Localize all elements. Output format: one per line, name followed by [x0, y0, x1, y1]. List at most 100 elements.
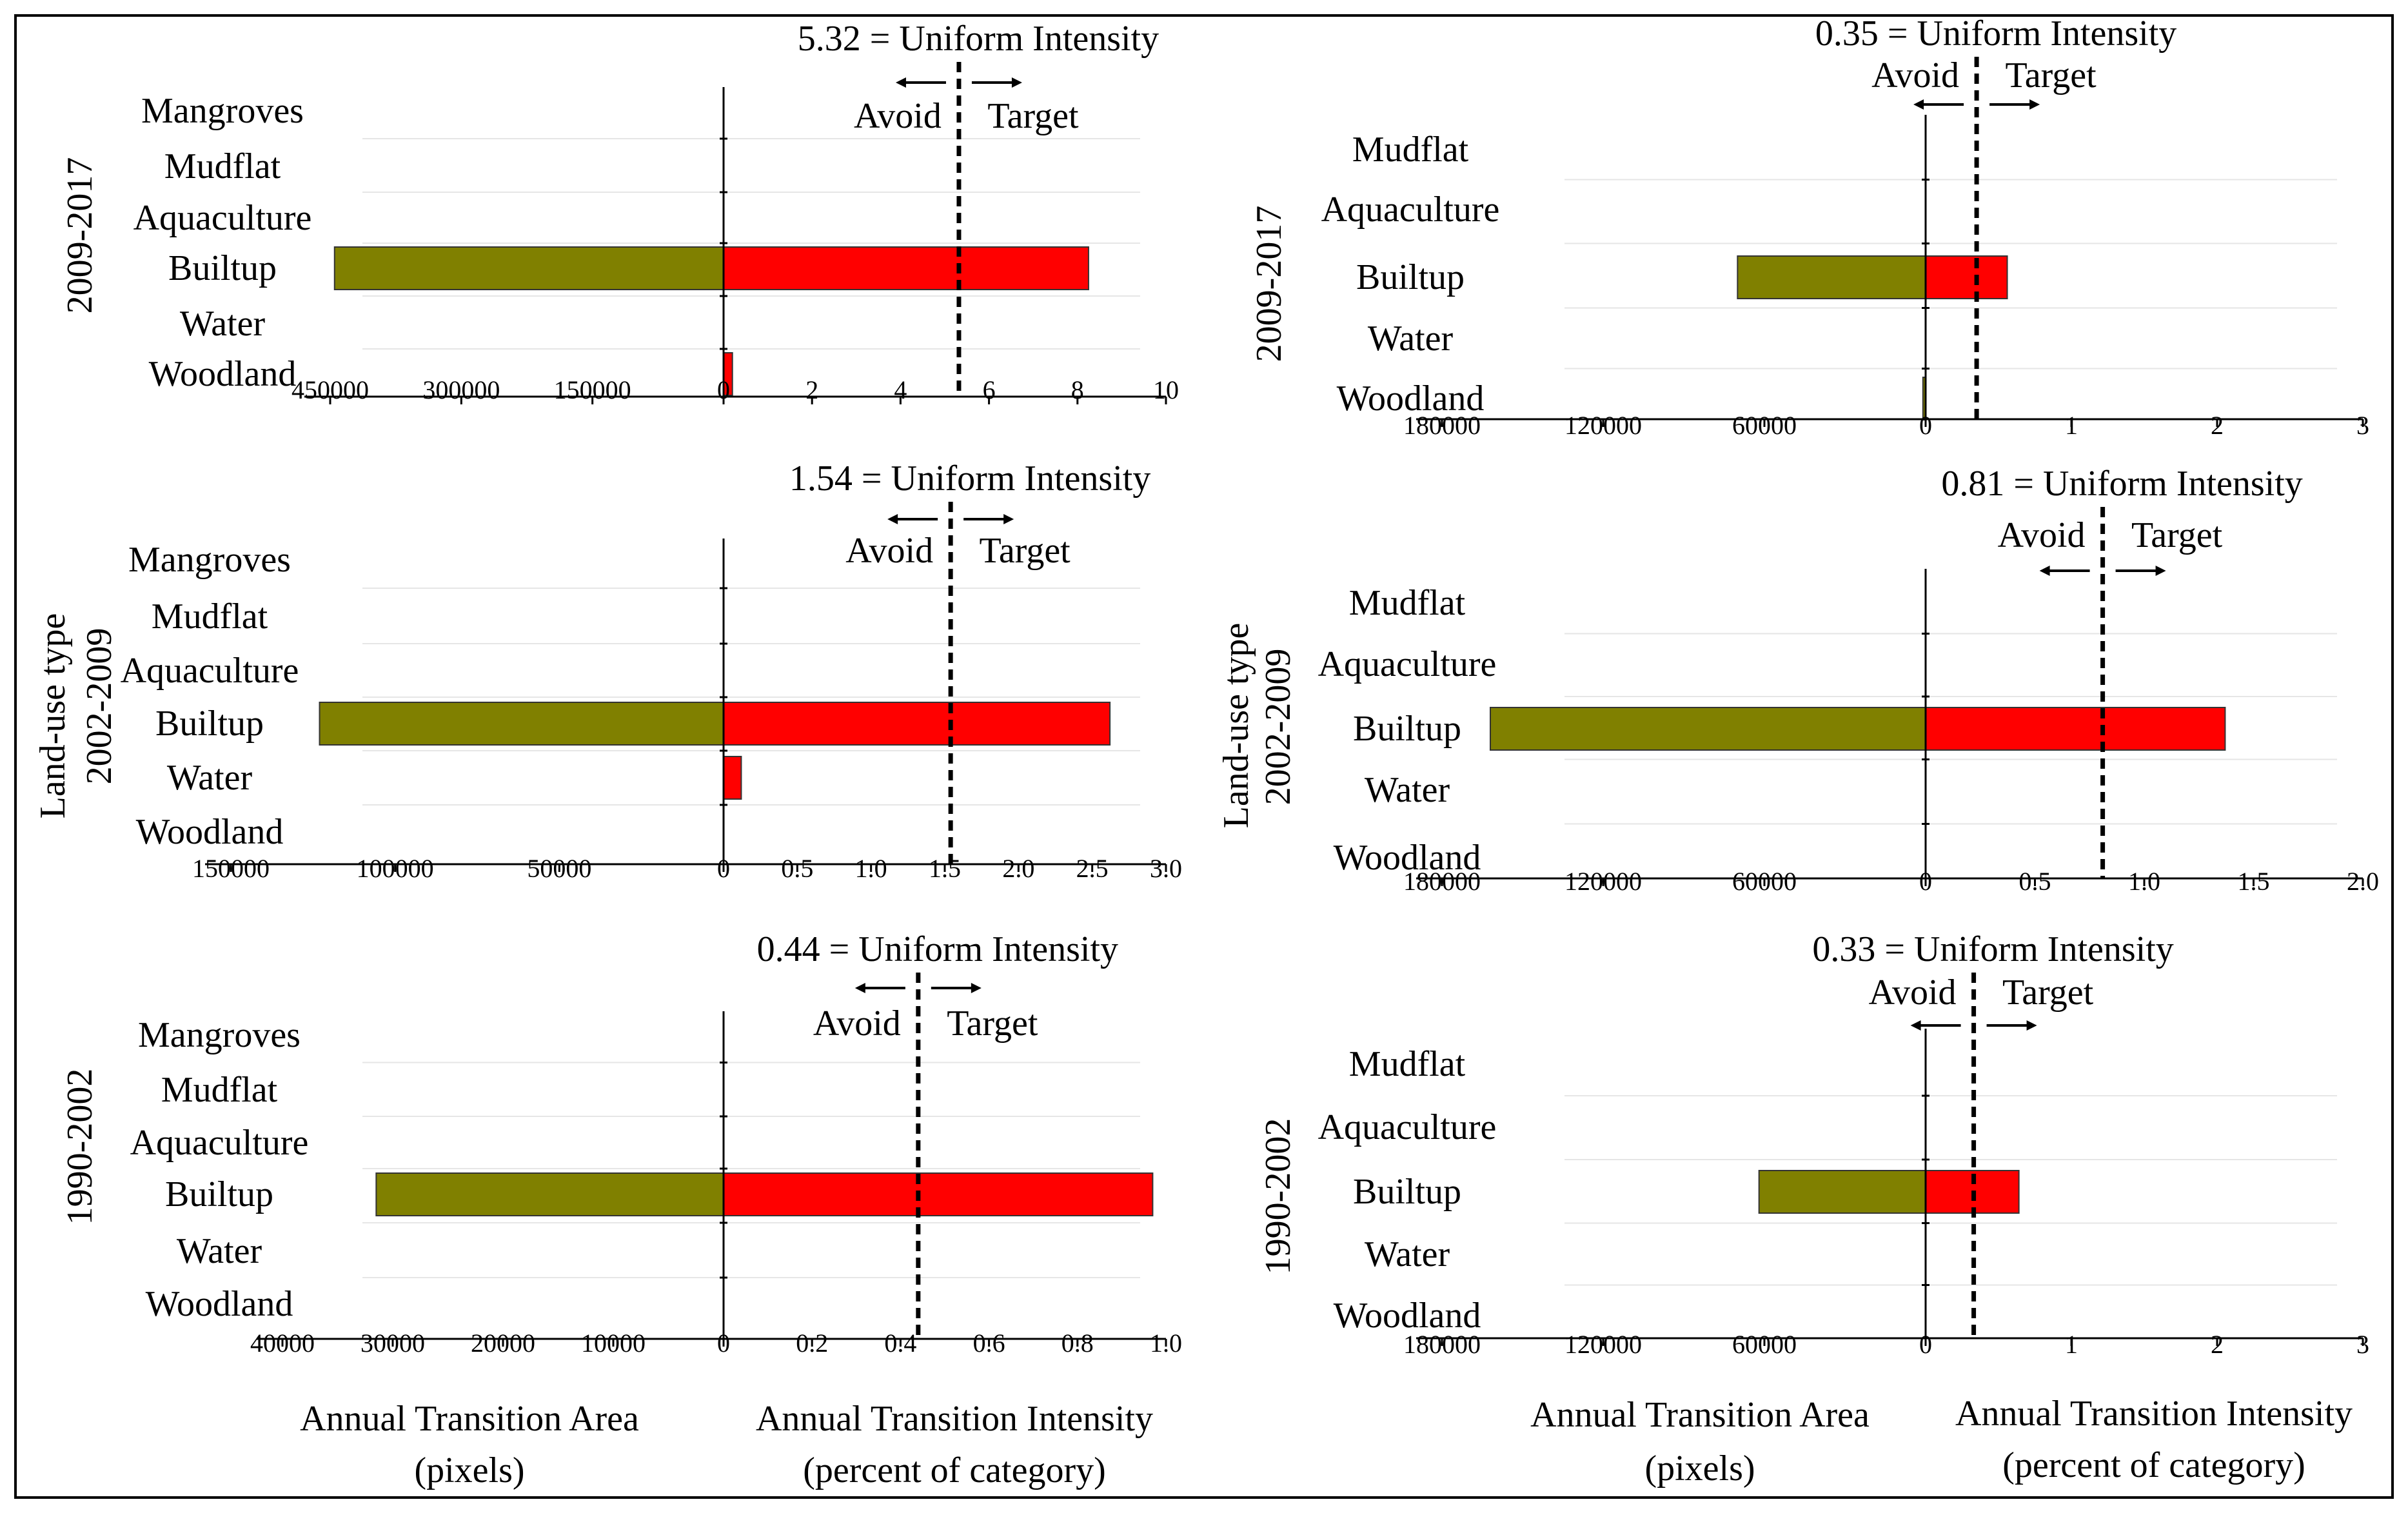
left-footer-area-line2: (pixels) [414, 1450, 524, 1490]
category-label: Mangroves [128, 540, 291, 580]
intensity-bar [723, 246, 1089, 290]
category-label: Builtup [1353, 709, 1461, 749]
category-label: Water [1365, 770, 1450, 810]
left-footer-intensity-line2: (percent of category) [803, 1450, 1106, 1490]
category-label: Builtup [165, 1174, 273, 1214]
area-tick-label: 20000 [471, 1329, 535, 1358]
uniform-intensity-title: 5.32 = Uniform Intensity [798, 19, 1159, 59]
period-label: 2009-2017 [60, 157, 100, 314]
intensity-tick-label: 3 [2356, 1330, 2369, 1359]
category-label: Woodland [1334, 1296, 1481, 1336]
category-label: Woodland [136, 812, 284, 852]
category-label: Mudflat [1349, 1044, 1466, 1084]
period-label: 1990-2002 [60, 1069, 100, 1225]
figure-border [14, 14, 2394, 1499]
period-label: 2002-2009 [1258, 649, 1298, 806]
intensity-tick-label: 2 [2211, 411, 2224, 440]
target-label: Target [980, 531, 1071, 571]
avoid-arrow-head [854, 983, 865, 993]
area-tick-label: 100000 [357, 854, 434, 883]
category-label: Woodland [149, 354, 297, 394]
area-tick-label: 300000 [422, 375, 500, 404]
intensity-tick-label: 3 [2356, 411, 2369, 440]
area-tick-label: 0 [1919, 411, 1932, 440]
category-label: Aquaculture [1318, 644, 1497, 684]
category-label: Woodland [1334, 838, 1481, 878]
uniform-intensity-title: 1.54 = Uniform Intensity [789, 459, 1150, 499]
area-tick-label: 0 [717, 854, 730, 883]
intensity-tick-label: 2.5 [1076, 854, 1109, 883]
category-label: Aquaculture [1321, 190, 1500, 230]
category-label: Water [1365, 1234, 1450, 1274]
target-label: Target [987, 96, 1079, 136]
intensity-bar [723, 1172, 1154, 1216]
intensity-tick-label: 1.0 [855, 854, 887, 883]
intensity-tick-label: 2 [2211, 1330, 2224, 1359]
left-footer-area-line1: Annual Transition Area [300, 1399, 639, 1439]
right-footer-area-line2: (pixels) [1644, 1449, 1755, 1488]
category-label: Water [177, 1231, 262, 1271]
intensity-tick-label: 1 [2065, 1330, 2078, 1359]
area-tick-label: 60000 [1732, 867, 1797, 896]
area-tick-label: 450000 [291, 375, 369, 404]
area-bar [333, 246, 724, 290]
period-label: 2009-2017 [1249, 206, 1289, 362]
area-tick-label: 30000 [360, 1329, 425, 1358]
intensity-tick-label: 6 [983, 375, 996, 404]
period-label: 1990-2002 [1258, 1118, 1298, 1275]
area-tick-label: 50000 [527, 854, 591, 883]
avoid-label: Avoid [845, 531, 933, 571]
avoid-label: Avoid [854, 96, 942, 136]
avoid-label: Avoid [813, 1004, 901, 1043]
right-footer-intensity-line1: Annual Transition Intensity [1955, 1394, 2353, 1434]
target-label: Target [947, 1004, 1038, 1043]
area-tick-label: 180000 [1403, 1330, 1481, 1359]
area-tick-label: 180000 [1403, 867, 1481, 896]
category-label: Mudflat [1349, 583, 1466, 623]
category-label: Aquaculture [1318, 1107, 1497, 1147]
category-label: Builtup [168, 248, 277, 288]
area-tick-label: 0 [1919, 867, 1932, 896]
area-tick-label: 150000 [192, 854, 270, 883]
intensity-tick-label: 0.5 [2019, 867, 2051, 896]
area-tick-label: 150000 [554, 375, 631, 404]
category-label: Water [1368, 319, 1454, 359]
left-footer-intensity-line1: Annual Transition Intensity [756, 1399, 1153, 1439]
area-bar [1758, 1170, 1927, 1214]
avoid-label: Avoid [1998, 515, 2086, 555]
area-tick-label: 0 [1919, 1330, 1932, 1359]
category-label: Builtup [155, 704, 264, 744]
charts-layer: Mangroves Mudflat Aquaculture Builtup Water W… [60, 14, 2379, 1359]
target-arrow-head [1011, 77, 1022, 88]
right-footer-area-line1: Annual Transition Area [1530, 1395, 1870, 1435]
avoid-label: Avoid [1869, 973, 1957, 1013]
intensity-bar [1925, 707, 2226, 751]
category-label: Aquaculture [130, 1123, 309, 1163]
intensity-tick-label: 0.6 [973, 1329, 1005, 1358]
category-label: Woodland [1337, 379, 1485, 419]
intensity-tick-label: 3.0 [1150, 854, 1182, 883]
intensity-tick-label: 0.2 [796, 1329, 828, 1358]
target-label: Target [2002, 973, 2094, 1013]
area-tick-label: 60000 [1732, 1330, 1797, 1359]
intensity-tick-label: 4 [894, 375, 907, 404]
area-tick-label: 180000 [1403, 411, 1481, 440]
intensity-tick-label: 1.0 [2128, 867, 2160, 896]
area-tick-label: 10000 [581, 1329, 646, 1358]
uniform-intensity-title: 0.44 = Uniform Intensity [757, 929, 1118, 969]
area-tick-label: 120000 [1564, 411, 1642, 440]
avoid-arrow-head [895, 77, 906, 88]
intensity-tick-label: 10 [1153, 375, 1179, 404]
category-label: Builtup [1353, 1172, 1461, 1212]
uniform-intensity-title: 0.33 = Uniform Intensity [1812, 929, 2173, 969]
category-label: Builtup [1356, 257, 1465, 297]
target-arrow-head [971, 983, 982, 993]
target-label: Target [2005, 55, 2097, 95]
area-tick-label: 60000 [1732, 411, 1797, 440]
area-tick-label: 0 [717, 375, 730, 404]
category-label: Mudflat [161, 1070, 278, 1110]
category-label: Aquaculture [121, 651, 299, 691]
avoid-arrow-head [1913, 99, 1924, 110]
intensity-bar [723, 756, 742, 800]
